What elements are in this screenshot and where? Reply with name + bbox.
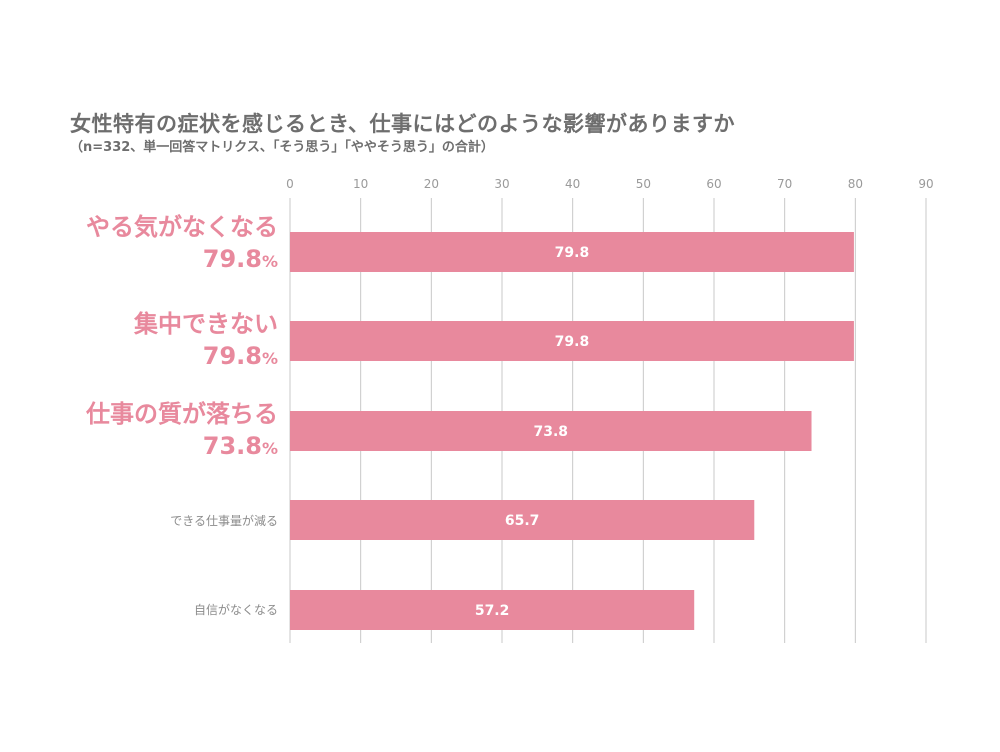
x-tick-label: 60 xyxy=(706,177,721,191)
category-name: 集中できない xyxy=(134,310,278,338)
bar xyxy=(290,232,854,272)
x-tick-label: 70 xyxy=(777,177,792,191)
bar-value-label: 79.8 xyxy=(555,245,590,261)
bar xyxy=(290,321,854,361)
category-name: やる気がなくなる xyxy=(86,213,278,241)
x-tick-label: 40 xyxy=(565,177,580,191)
x-tick-label: 10 xyxy=(353,177,368,191)
bar-value-label: 65.7 xyxy=(505,513,540,529)
category-label: できる仕事量が減る xyxy=(170,514,278,528)
x-tick-label: 0 xyxy=(286,177,294,191)
category-percent: 73.8% xyxy=(202,432,278,460)
bar-value-label: 57.2 xyxy=(475,603,510,619)
bar xyxy=(290,590,695,630)
category-label-highlight: 集中できない 79.8% xyxy=(134,308,278,375)
bar-value-label: 73.8 xyxy=(533,424,568,440)
category-label-highlight: 仕事の質が落ちる 73.8% xyxy=(86,398,278,465)
chart-subtitle: （n=332、単一回答マトリクス、「そう思う」「ややそう思う」の合計） xyxy=(70,140,494,155)
category-name: 仕事の質が落ちる xyxy=(86,400,278,428)
category-label: 自信がなくなる xyxy=(193,603,278,617)
category-label-highlight: やる気がなくなる 79.8% xyxy=(86,211,278,278)
category-percent: 79.8% xyxy=(202,342,278,370)
chart-title: 女性特有の症状を感じるとき、仕事にはどのような影響がありますか xyxy=(70,112,736,136)
x-tick-label: 30 xyxy=(494,177,509,191)
x-tick-label: 80 xyxy=(848,177,863,191)
category-percent: 79.8% xyxy=(202,245,278,273)
bar-value-label: 79.8 xyxy=(555,334,590,350)
x-tick-label: 50 xyxy=(636,177,651,191)
x-tick-label: 90 xyxy=(918,177,933,191)
bar xyxy=(290,411,812,451)
x-tick-label: 20 xyxy=(424,177,439,191)
bar xyxy=(290,500,755,540)
